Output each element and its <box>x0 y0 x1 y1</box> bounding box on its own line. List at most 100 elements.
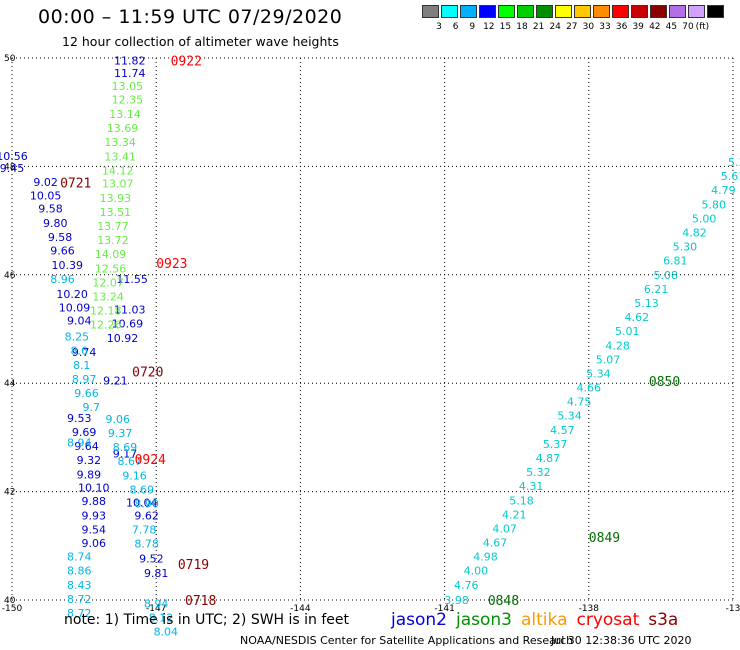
color-scale-label: 27 <box>566 22 578 32</box>
wave-height-value: 4.07 <box>492 522 517 535</box>
wave-height-value: 4.28 <box>605 339 630 352</box>
wave-height-value: 9.52 <box>139 552 164 565</box>
wave-height-value: 9.16 <box>122 469 147 482</box>
wave-height-value: 10.20 <box>56 288 88 301</box>
wave-height-value: 9.37 <box>108 427 133 440</box>
color-scale-label: 6 <box>452 22 459 32</box>
wave-height-value: 8.69 <box>113 441 138 454</box>
wave-height-value: 9.69 <box>72 426 97 439</box>
wave-height-value: 4.67 <box>483 537 508 550</box>
pass-time-label: 0850 <box>649 375 680 390</box>
x-tick-label: -141 <box>434 604 454 614</box>
y-tick-label: 46 <box>4 271 16 281</box>
y-tick-label: 44 <box>4 379 16 389</box>
wave-height-value: 10.92 <box>107 332 139 345</box>
chart-subtitle: 12 hour collection of altimeter wave hei… <box>62 34 339 49</box>
wave-height-value: 13.72 <box>97 234 129 247</box>
wave-height-value: 8.94 <box>144 597 169 610</box>
color-scale-label: 15 <box>499 22 512 32</box>
legend-item: cryosat <box>576 610 640 630</box>
wave-height-value: 8.43 <box>67 579 92 592</box>
wave-height-value: 9.89 <box>77 468 102 481</box>
wave-height-value: 11.55 <box>116 273 148 286</box>
wave-height-value: 9.74 <box>72 346 97 359</box>
color-swatch <box>536 5 553 18</box>
wave-height-value: 3.98 <box>444 594 469 607</box>
pass-time-label: 0719 <box>178 558 209 573</box>
color-swatch <box>612 5 629 18</box>
satellite-legend: jason2 jason3 altika cryosat s3a <box>391 610 687 630</box>
wave-height-value: 4.98 <box>473 551 498 564</box>
wave-height-value: 13.93 <box>100 192 132 205</box>
wave-height-value: 13.34 <box>104 136 136 149</box>
wave-height-value: 4.87 <box>536 452 561 465</box>
color-swatch <box>498 5 515 18</box>
wave-height-value: 5.13 <box>634 297 659 310</box>
wave-height-value: 5.18 <box>509 494 534 507</box>
wave-height-value: 11.82 <box>114 55 146 68</box>
wave-height-value: 9.88 <box>81 495 106 508</box>
wave-height-value: 5.34 <box>586 367 611 380</box>
color-scale-label: 36 <box>615 22 628 32</box>
wave-height-value: 13.51 <box>100 206 132 219</box>
color-scale-label: 3 <box>436 22 442 32</box>
wave-height-value: 8.96 <box>50 273 75 286</box>
color-swatch <box>422 5 439 18</box>
wave-height-value: 8.72 <box>67 607 92 620</box>
wave-height-value: 4.76 <box>454 579 479 592</box>
wave-height-value: 8.12 <box>149 611 174 624</box>
pass-time-label: 0848 <box>488 594 519 609</box>
y-tick-label: 48 <box>4 162 16 172</box>
color-swatch <box>460 5 477 18</box>
legend-item: jason3 <box>456 610 512 630</box>
wave-height-value: 13.77 <box>97 220 129 233</box>
color-scale-label: 33 <box>599 22 611 32</box>
wave-height-value: 5.36 <box>728 156 740 169</box>
wave-height-value: 4.62 <box>625 311 650 324</box>
wave-height-value: 9.32 <box>77 454 102 467</box>
wave-height-value: 12.07 <box>92 276 124 289</box>
wave-height-value: 10.09 <box>59 301 91 314</box>
wave-height-value: 13.05 <box>112 80 144 93</box>
wave-height-value: 8.86 <box>67 565 92 578</box>
wave-height-value: 9.93 <box>81 509 106 522</box>
wave-height-value: 6.21 <box>644 283 669 296</box>
wave-height-value: 8.74 <box>67 551 92 564</box>
color-swatch <box>517 5 534 18</box>
wave-height-value: 9.21 <box>103 374 128 387</box>
color-scale-label: 21 <box>532 22 545 32</box>
wave-height-value: 14.12 <box>102 165 134 178</box>
wave-height-value: 8.94 <box>67 436 92 449</box>
wave-height-value: 8.1 <box>73 359 91 372</box>
wave-height-value: 13.07 <box>102 178 134 191</box>
y-tick-label: 50 <box>4 54 16 64</box>
pass-time-label: 0720 <box>132 365 163 380</box>
wave-height-value: 13.14 <box>109 108 141 121</box>
x-tick-label: -144 <box>290 604 311 614</box>
wave-height-value: 12.18 <box>90 305 122 318</box>
pass-time-label: 0849 <box>589 531 620 546</box>
wave-height-value: 9.80 <box>43 217 68 230</box>
wave-height-value: 9.66 <box>74 387 99 400</box>
wave-height-value: 5.07 <box>596 353 621 366</box>
wave-height-value: 12.56 <box>95 262 127 275</box>
color-swatch <box>555 5 572 18</box>
color-swatch <box>669 5 686 18</box>
legend-item: jason2 <box>391 610 447 630</box>
color-swatch <box>631 5 648 18</box>
wave-height-value: 5.08 <box>653 269 678 282</box>
wave-height-value: 9.45 <box>0 162 24 175</box>
wave-height-value: 13.41 <box>104 151 136 164</box>
wave-height-value: 8.69 <box>130 483 155 496</box>
y-tick-label: 40 <box>4 596 16 606</box>
wave-height-value: 14.09 <box>95 248 127 261</box>
wave-height-value: 13.24 <box>92 290 124 303</box>
color-swatch <box>707 5 724 18</box>
color-swatch <box>574 5 591 18</box>
wave-height-value: 4.21 <box>502 508 527 521</box>
wave-height-value: 9.58 <box>38 203 63 216</box>
wave-height-value: 4.31 <box>519 480 544 493</box>
wave-height-value: 11.03 <box>114 303 146 316</box>
wave-height-value: 8.90 <box>134 498 159 511</box>
